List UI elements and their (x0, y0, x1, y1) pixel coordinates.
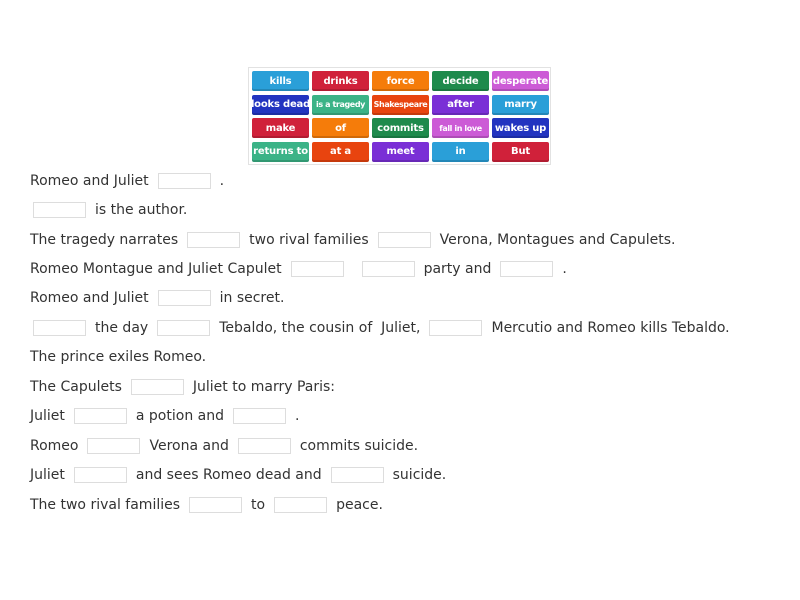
sentence-text: The two rival families (30, 497, 181, 513)
sentence-text: Juliet (30, 467, 65, 483)
word-tile[interactable]: returns to (252, 141, 309, 162)
word-tile[interactable]: meet (372, 141, 429, 162)
sentence-text: Tebaldo, the cousin of Juliet, (219, 320, 421, 336)
sentence-line: Romeo and Juliet. (30, 171, 224, 191)
answer-blank[interactable] (377, 232, 431, 248)
sentence-line: The two rival families to peace. (30, 495, 383, 515)
sentence-text: a potion and (135, 408, 224, 424)
sentence-text: Juliet to marry Paris: (192, 379, 335, 395)
word-tile[interactable]: desperate (492, 71, 549, 91)
answer-blank[interactable] (73, 408, 127, 424)
sentence-text: is the author. (95, 202, 188, 218)
sentence-text: suicide. (392, 467, 447, 483)
sentence-text: Romeo Montague and Juliet Capulet (30, 261, 282, 277)
answer-blank[interactable] (330, 467, 384, 483)
sentence-line: is the author. (30, 200, 187, 220)
word-tile[interactable]: of (312, 118, 369, 138)
answer-blank[interactable] (232, 408, 286, 424)
sentence-line: The tragedy narrates two rival families Ve… (30, 230, 675, 250)
word-tile[interactable]: But (492, 141, 549, 162)
answer-blank[interactable] (33, 202, 86, 218)
sentence-text: The Capulets (30, 379, 122, 395)
sentence-text: Mercutio and Romeo kills Tebaldo. (491, 320, 730, 336)
answer-blank[interactable] (429, 320, 483, 336)
sentence-text: Verona, Montagues and Capulets. (439, 232, 676, 248)
sentence-text: commits suicide. (299, 438, 419, 454)
answer-blank[interactable] (157, 173, 211, 189)
word-tile[interactable]: decide (432, 71, 489, 91)
word-bank: kills drinks force decide desperate looks dea… (248, 67, 551, 165)
word-tile[interactable]: after (432, 94, 489, 115)
sentence-line: The Capulets Juliet to marry Paris: (30, 377, 335, 397)
sentence-line: Romeo and Juliet in secret. (30, 288, 284, 308)
sentence-text: Juliet (30, 408, 65, 424)
word-tile[interactable]: force (372, 71, 429, 91)
sentence-text: . (562, 261, 567, 277)
sentence-line: The prince exiles Romeo. (30, 347, 206, 367)
word-tile[interactable]: marry (492, 94, 549, 115)
answer-blank[interactable] (33, 320, 86, 336)
sentence-text: The prince exiles Romeo. (30, 349, 207, 365)
answer-blank[interactable] (500, 261, 554, 277)
word-tile[interactable]: at a (312, 141, 369, 162)
answer-blank[interactable] (87, 438, 141, 454)
word-tile[interactable]: commits (372, 118, 429, 138)
sentence-text: peace. (336, 497, 383, 513)
sentence-text: party and (423, 261, 492, 277)
sentence-text: Romeo and Juliet (30, 290, 149, 306)
answer-blank[interactable] (73, 467, 127, 483)
answer-blank[interactable] (290, 261, 344, 277)
sentence-text: Romeo (30, 438, 79, 454)
answer-blank[interactable] (130, 379, 184, 395)
word-tile[interactable]: wakes up (492, 118, 549, 138)
sentence-text: in secret. (219, 290, 285, 306)
sentence-text: and sees Romeo dead and (135, 467, 322, 483)
answer-blank[interactable] (274, 497, 328, 513)
sentence-text: . (294, 408, 300, 424)
word-tile[interactable]: is a tragedy (312, 94, 369, 115)
sentence-text: Verona and (149, 438, 229, 454)
sentence-text: to (251, 497, 266, 513)
answer-blank[interactable] (187, 232, 241, 248)
sentence-line: Romeo Verona and commits suicide. (30, 436, 418, 456)
sentence-line: Romeo Montague and Juliet Capulet party a… (30, 259, 567, 279)
answer-blank[interactable] (361, 261, 415, 277)
answer-blank[interactable] (157, 320, 211, 336)
sentence-line: Juliet and sees Romeo dead and suicide. (30, 465, 446, 485)
word-tile[interactable]: in (432, 141, 489, 162)
answer-blank[interactable] (157, 290, 211, 306)
word-tile[interactable]: make (252, 118, 309, 138)
word-tile[interactable]: fall in love (432, 118, 489, 138)
word-tile[interactable]: Shakespeare (372, 94, 429, 115)
sentence-text: the day (95, 320, 149, 336)
word-tile[interactable]: drinks (312, 71, 369, 91)
sentence-line: Juliet a potion and. (30, 406, 299, 426)
sentence-line: the day Tebaldo, the cousin of Juliet, Mer… (30, 318, 730, 338)
answer-blank[interactable] (237, 438, 291, 454)
sentence-text: two rival families (249, 232, 369, 248)
answer-blank[interactable] (189, 497, 243, 513)
word-tile[interactable]: looks dead (252, 94, 309, 115)
sentence-text: . (219, 173, 225, 189)
sentence-text: The tragedy narrates (30, 232, 179, 248)
word-tile[interactable]: kills (252, 71, 309, 91)
sentence-text: Romeo and Juliet (30, 173, 149, 189)
